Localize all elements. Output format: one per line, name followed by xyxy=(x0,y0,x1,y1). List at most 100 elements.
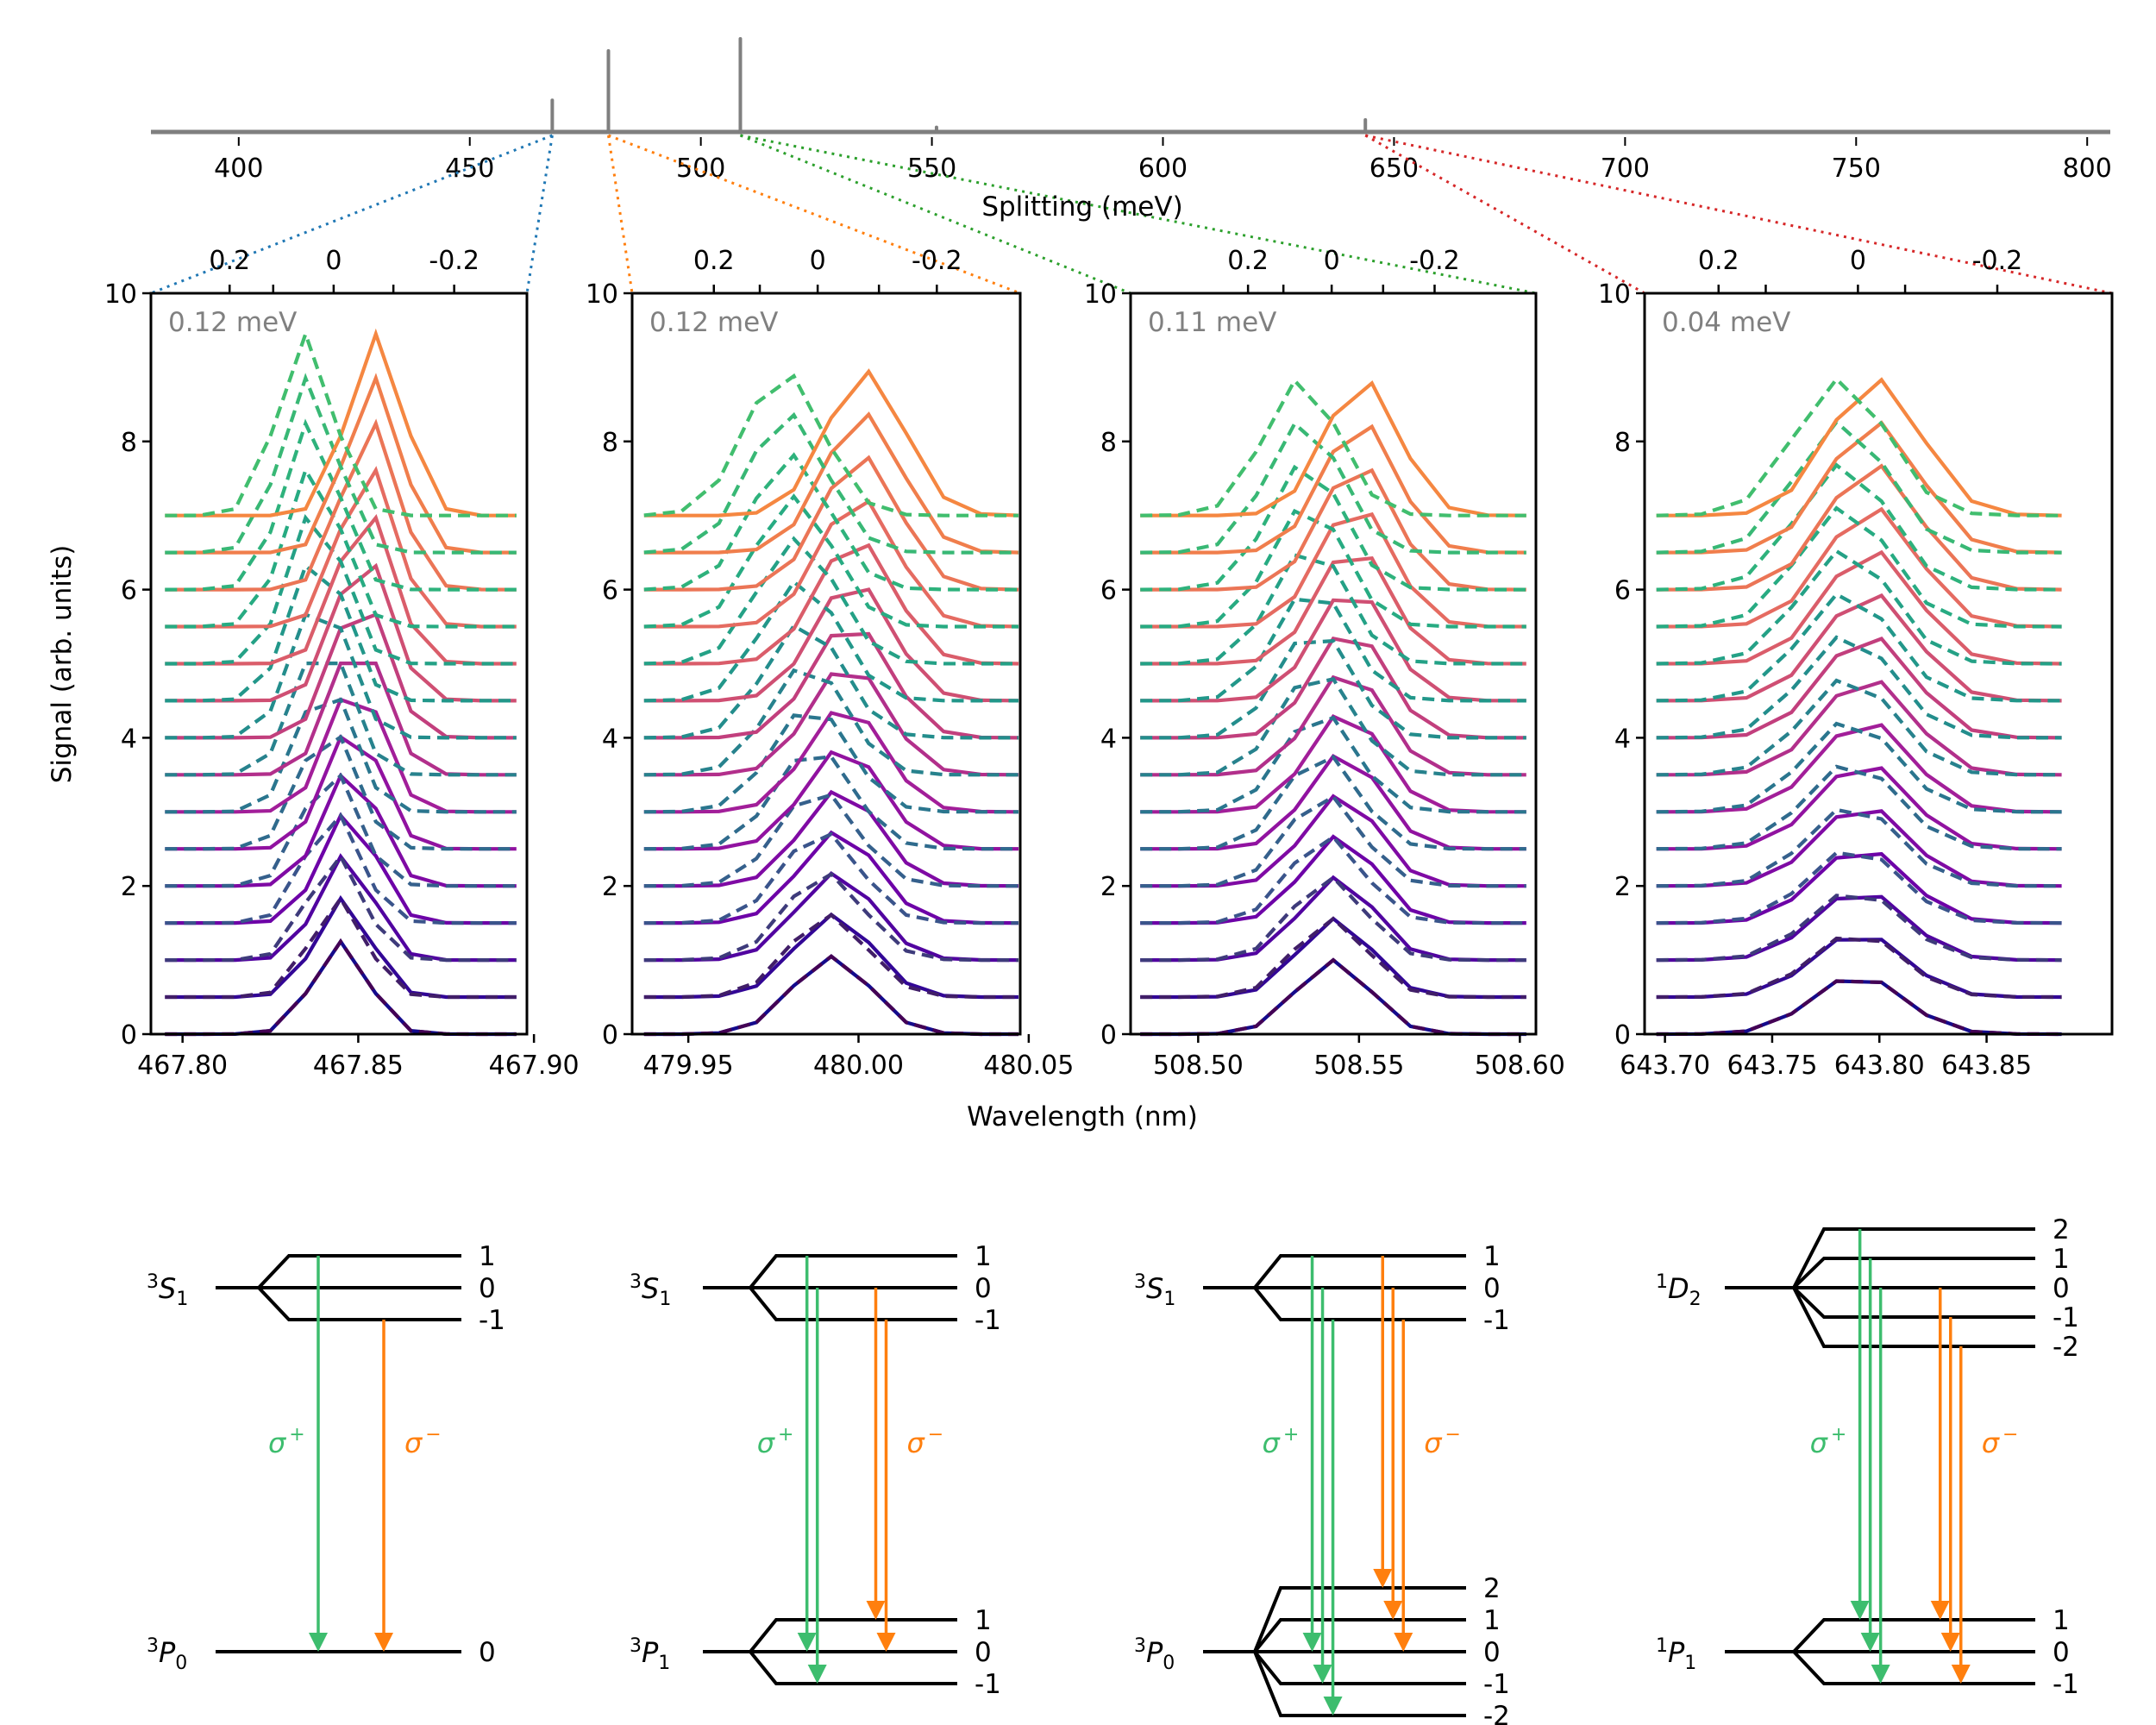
spectra-panels: 0 2 4 6 8 10 467.80 467.85 467.90 0.2 0 -0.2 0.12 me… xyxy=(104,246,2114,1081)
trace-sigma-plus xyxy=(1140,508,1526,629)
lower-term-label: 1P1 xyxy=(1656,1635,1696,1674)
top-tick-label: -0.2 xyxy=(912,246,962,276)
x-tick-label: 643.70 xyxy=(1620,1051,1710,1081)
trace-sigma-minus xyxy=(165,938,517,1037)
zoom-connector-left xyxy=(607,135,634,294)
overview-tick-label: 650 xyxy=(1369,154,1419,184)
sublevel-line xyxy=(1792,1618,2035,1653)
y-tick-label: 10 xyxy=(586,279,618,310)
trace-sigma-plus xyxy=(165,466,517,629)
sublevel-line xyxy=(1792,1286,2035,1319)
trace-sigma-plus xyxy=(1140,676,1526,777)
trace-sigma-plus xyxy=(1656,635,2062,740)
x-tick-label: 508.60 xyxy=(1475,1051,1565,1081)
sigma-minus-arrow-head xyxy=(876,1633,896,1652)
trace-sigma-plus xyxy=(165,661,517,777)
trace-sigma-minus xyxy=(643,368,1019,518)
sigma-minus-arrow-head xyxy=(1951,1665,1971,1684)
trace-sigma-plus xyxy=(1656,850,2062,925)
trace-sigma-plus xyxy=(1656,764,2062,851)
sublevel-label: 0 xyxy=(479,1273,496,1304)
top-tick-label: 0.2 xyxy=(693,246,735,276)
trace-sigma-plus xyxy=(1140,794,1526,888)
x-tick-label: 467.85 xyxy=(313,1051,404,1081)
trace-sigma-minus xyxy=(643,543,1019,666)
y-tick-label: 10 xyxy=(1598,279,1631,310)
y-tick-label: 10 xyxy=(1084,279,1117,310)
sublevel-label: 1 xyxy=(1483,1241,1501,1272)
trace-sigma-minus xyxy=(165,772,517,888)
sublevel-label: -1 xyxy=(1483,1669,1510,1700)
y-tick-label: 4 xyxy=(1100,724,1117,754)
trace-sigma-minus xyxy=(643,455,1019,592)
sublevel-label: -1 xyxy=(479,1305,505,1336)
sigma-minus-label: σ − xyxy=(1424,1424,1461,1459)
trace-sigma-plus xyxy=(643,623,1018,740)
trace-sigma-plus xyxy=(1656,462,2062,592)
trace-sigma-minus xyxy=(1656,851,2062,925)
trace-sigma-plus xyxy=(1140,553,1526,666)
y-tick-label: 2 xyxy=(602,872,618,902)
trace-sigma-plus xyxy=(643,668,1018,777)
trace-sigma-plus xyxy=(643,452,1018,592)
trace-sigma-plus xyxy=(1656,592,2062,703)
trace-sigma-minus xyxy=(1656,680,2062,777)
trace-sigma-plus xyxy=(1140,464,1526,592)
sublevel-label: 2 xyxy=(1483,1573,1501,1604)
trace-sigma-plus xyxy=(165,612,517,740)
sublevel-label: 2 xyxy=(2053,1214,2070,1245)
trace-sigma-minus xyxy=(643,711,1019,814)
sigma-minus-arrow-head xyxy=(1373,1569,1393,1588)
sublevel-label: -2 xyxy=(2053,1332,2079,1363)
x-tick-label: 480.05 xyxy=(983,1051,1074,1081)
trace-sigma-plus xyxy=(643,579,1018,703)
trace-sigma-plus xyxy=(1140,420,1526,555)
trace-sigma-minus xyxy=(1140,423,1526,555)
trace-sigma-plus xyxy=(165,853,517,963)
lower-term-label: 3P0 xyxy=(1134,1635,1175,1674)
trace-sigma-plus xyxy=(1140,715,1526,814)
x-tick-label: 467.90 xyxy=(489,1051,580,1081)
trace-sigma-plus xyxy=(165,772,517,888)
trace-sigma-minus xyxy=(643,750,1019,851)
overview-tick-label: 700 xyxy=(1601,154,1650,184)
trace-sigma-minus xyxy=(1656,979,2062,1037)
trace-sigma-plus xyxy=(643,793,1018,888)
x-tick-label: 508.50 xyxy=(1153,1051,1244,1081)
top-tick-label: 0 xyxy=(1850,246,1866,276)
trace-sigma-plus xyxy=(165,373,517,555)
upper-term-label: 3S1 xyxy=(630,1271,671,1310)
sublevel-label: 0 xyxy=(2053,1637,2070,1668)
y-axis-label: Signal (arb. units) xyxy=(47,545,78,784)
sigma-plus-arrow-head xyxy=(1860,1633,1880,1652)
sublevel-line xyxy=(749,1650,957,1685)
y-tick-label: 6 xyxy=(1100,576,1117,606)
trace-sigma-plus xyxy=(165,894,517,1000)
overview-tick-label: 550 xyxy=(907,154,956,184)
trace-sigma-plus xyxy=(165,812,517,925)
trace-sigma-minus xyxy=(1140,636,1526,740)
sublevel-line xyxy=(1792,1227,2035,1289)
trace-sigma-plus xyxy=(643,411,1018,555)
trace-sigma-minus xyxy=(165,697,517,814)
sublevel-label: -1 xyxy=(1483,1305,1510,1336)
trace-sigma-plus xyxy=(165,418,517,592)
y-tick-label: 2 xyxy=(121,872,137,902)
trace-sigma-plus xyxy=(643,373,1018,518)
sublevel-line xyxy=(749,1286,957,1321)
trace-sigma-minus xyxy=(1656,506,2062,629)
trace-sigma-minus xyxy=(1656,894,2062,963)
trace-sigma-plus xyxy=(1656,505,2062,629)
trace-sigma-minus xyxy=(643,672,1019,777)
sublevel-label: 0 xyxy=(479,1637,496,1668)
splitting-annotation: 0.11 meV xyxy=(1148,307,1276,338)
x-axis-label: Wavelength (nm) xyxy=(967,1101,1198,1132)
trace-sigma-plus xyxy=(1140,875,1526,963)
top-tick-label: -0.2 xyxy=(429,246,479,276)
top-tick-label: -0.2 xyxy=(1972,246,2023,276)
trace-sigma-plus xyxy=(1140,916,1526,1000)
sigma-plus-arrow-head xyxy=(807,1665,827,1684)
trace-sigma-plus xyxy=(643,912,1018,1000)
trace-sigma-minus xyxy=(165,661,517,777)
splitting-annotation: 0.12 meV xyxy=(649,307,778,338)
